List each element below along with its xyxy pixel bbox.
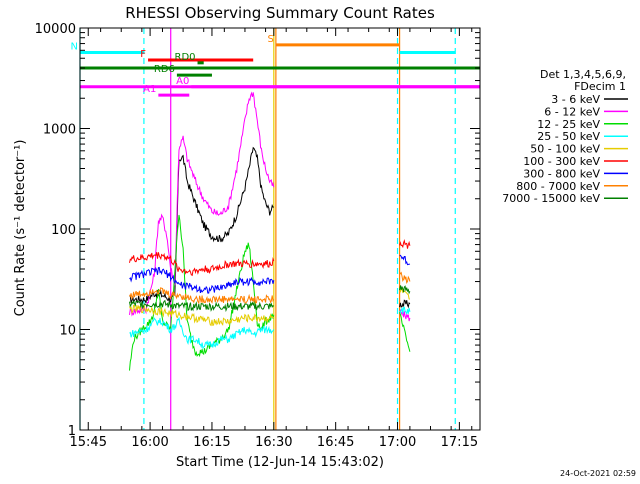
legend-header: FDecim 1 xyxy=(574,80,626,93)
y-tick-label: 100 xyxy=(51,223,76,238)
legend-entry-label: 50 - 100 keV xyxy=(530,143,600,156)
series-line xyxy=(399,271,411,285)
series-line xyxy=(399,311,411,352)
x-tick-label: 15:45 xyxy=(70,435,107,450)
legend-entry-label: 800 - 7000 keV xyxy=(516,180,600,193)
series-line xyxy=(129,252,275,277)
legend-entry-label: 12 - 25 keV xyxy=(537,118,600,131)
axes-frame xyxy=(79,27,481,431)
x-tick-label: 16:30 xyxy=(255,435,292,450)
series-line xyxy=(129,316,275,350)
series-line xyxy=(399,308,411,322)
series-line xyxy=(399,285,411,295)
series-line xyxy=(129,287,275,305)
series-line xyxy=(399,254,411,266)
x-tick-label: 17:00 xyxy=(379,435,416,450)
series-line xyxy=(129,146,274,305)
flag-bar-label: N xyxy=(71,42,78,53)
series-line xyxy=(399,306,411,315)
legend-entry-label: 6 - 12 keV xyxy=(544,105,600,118)
plot-frame xyxy=(79,27,481,431)
series-line xyxy=(129,304,275,327)
y-tick-label: 10 xyxy=(59,324,76,339)
y-axis-label: Count Rate (s⁻¹ detector⁻¹) xyxy=(13,140,28,317)
legend-entry-label: 25 - 50 keV xyxy=(537,130,600,143)
series-line xyxy=(129,299,275,313)
flag-bar-label: RD6 xyxy=(154,64,175,75)
legend-entry-label: 100 - 300 keV xyxy=(523,155,600,168)
legend-entry-label: 7000 - 15000 keV xyxy=(502,192,600,205)
legend-entry-label: 3 - 6 keV xyxy=(551,93,600,106)
x-tick-label: 16:45 xyxy=(317,435,354,450)
chart-title: RHESSI Observing Summary Count Rates xyxy=(125,4,435,22)
flag-bar-label: F xyxy=(140,49,146,60)
y-tick-label: 1000 xyxy=(43,123,76,138)
timestamp: 24-Oct-2021 02:59 xyxy=(560,469,636,478)
y-tick-label: 10000 xyxy=(35,22,76,37)
axis-ticks: 15:45 16:00 16:15 16:30 16:45 17:00 17:15 1 10 10… xyxy=(35,22,480,450)
series-line xyxy=(399,238,411,249)
flag-bar-label: A1 xyxy=(143,84,156,95)
x-tick-label: 16:00 xyxy=(131,435,168,450)
x-axis-label: Start Time (12-Jun-14 15:43:02) xyxy=(176,455,384,470)
legend-header: Det 1,3,4,5,6,9, xyxy=(540,68,626,81)
flag-bar-label: A0 xyxy=(176,76,189,87)
series-line xyxy=(129,266,275,294)
flag-bar-label: S xyxy=(268,34,274,45)
flag-bar-label: RD0 xyxy=(175,52,196,63)
series-line xyxy=(129,91,275,317)
y-tick-label: 1 xyxy=(68,424,76,439)
x-tick-label: 17:15 xyxy=(441,435,478,450)
x-tick-label: 16:15 xyxy=(193,435,230,450)
series-line xyxy=(399,299,411,309)
legend-entry-label: 300 - 800 keV xyxy=(523,167,600,180)
